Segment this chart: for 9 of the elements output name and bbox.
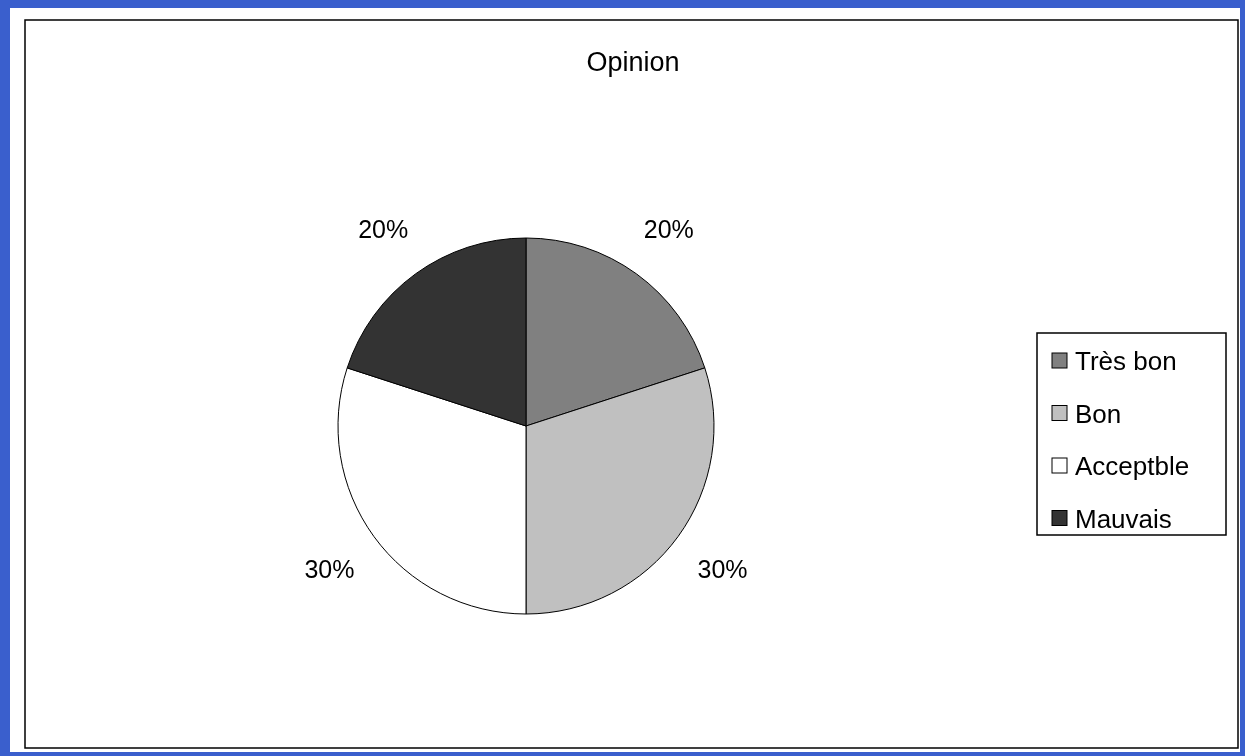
legend-label: Très bon — [1075, 346, 1177, 376]
data-label: 20% — [358, 215, 409, 244]
legend-label: Acceptble — [1075, 451, 1190, 481]
chart-title: Opinion — [586, 47, 680, 77]
data-label: 30% — [697, 554, 748, 583]
data-label: 20% — [643, 215, 694, 244]
data-label: 30% — [304, 554, 355, 583]
legend-label: Mauvais — [1075, 503, 1172, 534]
legend-label: Bon — [1075, 398, 1122, 429]
